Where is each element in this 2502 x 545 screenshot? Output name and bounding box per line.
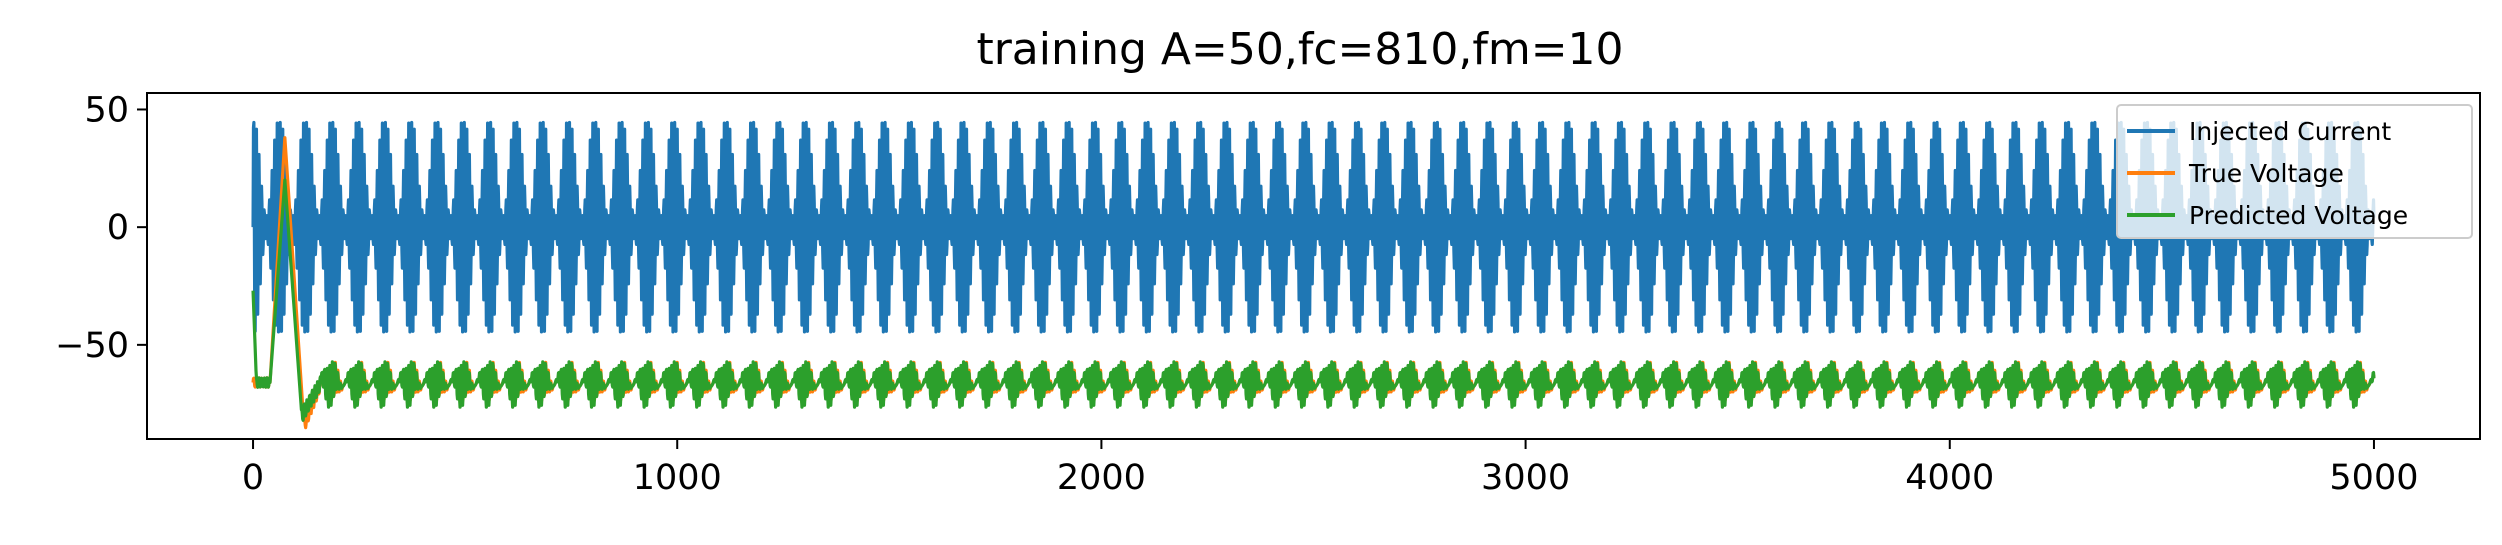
legend-box (2116, 104, 2473, 239)
legend-label: True Voltage (2188, 159, 2344, 188)
y-tick-label: −50 (55, 326, 129, 366)
x-tick-label: 5000 (2329, 458, 2418, 498)
legend: Injected Current True Voltage Predicted Vo… (2116, 104, 2473, 239)
x-tick-label: 0 (242, 458, 264, 498)
x-tick-label: 3000 (1481, 458, 1570, 498)
legend-label: Predicted Voltage (2189, 201, 2408, 230)
legend-label: Injected Current (2189, 117, 2391, 146)
x-tick-label: 4000 (1905, 458, 1994, 498)
y-tick-label: 50 (84, 90, 129, 130)
x-tick-label: 1000 (633, 458, 722, 498)
chart-title: training A=50,fc=810,fm=10 (976, 24, 1623, 75)
series-predicted-voltage-line (251, 178, 2376, 422)
x-tick-label: 2000 (1057, 458, 1146, 498)
series-injected-current-line (251, 120, 2376, 334)
y-tick-label: 0 (107, 208, 129, 248)
plot-frame (146, 92, 2481, 440)
